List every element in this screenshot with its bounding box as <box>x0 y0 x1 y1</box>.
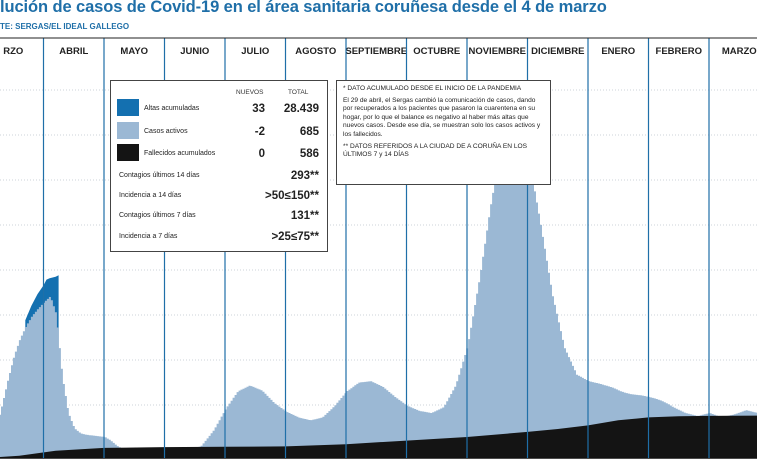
month-label-4: JULIO <box>241 46 269 57</box>
legend-box: NUEVOS TOTAL Altas acumuladas 33 28.439 Cas… <box>110 80 328 252</box>
month-label-10: ENERO <box>601 46 635 57</box>
legend-nuevos-1: -2 <box>254 126 265 138</box>
month-label-9: DICIEMBRE <box>531 46 584 57</box>
legend-total-3: 293** <box>290 170 319 182</box>
note-sergas-change: El 29 de abril, el Sergas cambió la comu… <box>343 96 541 138</box>
month-label-5: AGOSTO <box>295 46 336 57</box>
chart-areas <box>0 129 757 459</box>
note-city-data: ** DATOS REFERIDOS A LA CIUDAD DE A CORU… <box>343 142 528 159</box>
month-label-0: RZO <box>3 46 23 57</box>
page-title: lución de casos de Covid-19 en el área s… <box>0 0 607 16</box>
source-label: TE: SERGAS/EL IDEAL GALLEGO <box>0 22 130 31</box>
legend-swatch-0 <box>117 99 139 116</box>
month-label-3: JUNIO <box>180 46 209 57</box>
legend-label-0: Altas acumuladas <box>144 105 200 112</box>
month-labels: RZO ABRIL MAYO JUNIO JULIO AGOSTO SEPTIEMBRE OC… <box>3 46 757 57</box>
series-altas-area <box>25 275 59 352</box>
legend-header-total: TOTAL <box>288 89 309 96</box>
legend-label-2: Fallecidos acumulados <box>144 150 216 157</box>
legend-total-1: 685 <box>299 126 319 138</box>
legend-total-6: >25≤75** <box>271 231 319 243</box>
month-label-7: OCTUBRE <box>413 46 460 57</box>
notes-box: * DATO ACUMULADO DESDE EL INICIO DE LA P… <box>336 80 551 185</box>
legend-total-5: 131** <box>290 210 319 222</box>
series-activos-area <box>0 129 757 458</box>
legend-label-5: Contagios últimos 7 días <box>119 212 196 219</box>
month-label-2: MAYO <box>120 46 148 57</box>
legend-total-0: 28.439 <box>283 103 319 115</box>
legend-swatch-2 <box>117 144 139 161</box>
legend-label-4: Incidencia a 14 días <box>119 192 182 199</box>
month-label-11: FEBRERO <box>656 46 702 57</box>
legend-nuevos-2: 0 <box>258 148 265 160</box>
legend-label-3: Contagios últimos 14 días <box>119 172 200 179</box>
legend-nuevos-0: 33 <box>252 103 265 115</box>
month-label-8: NOVIEMBRE <box>468 46 526 57</box>
series-fallecidos-area <box>0 415 757 458</box>
month-label-6: SEPTIEMBRE <box>345 46 407 57</box>
legend-header-nuevos: NUEVOS <box>236 89 264 96</box>
month-label-12: MARZO <box>722 46 757 57</box>
legend-label-1: Casos activos <box>144 128 188 135</box>
legend-total-2: 586 <box>299 148 319 160</box>
legend-label-6: Incidencia a 7 días <box>119 233 178 240</box>
note-cumulative: * DATO ACUMULADO DESDE EL INICIO DE LA P… <box>343 85 522 92</box>
legend-total-4: >50≤150** <box>265 190 319 202</box>
month-label-1: ABRIL <box>59 46 88 57</box>
legend-swatch-1 <box>117 122 139 139</box>
